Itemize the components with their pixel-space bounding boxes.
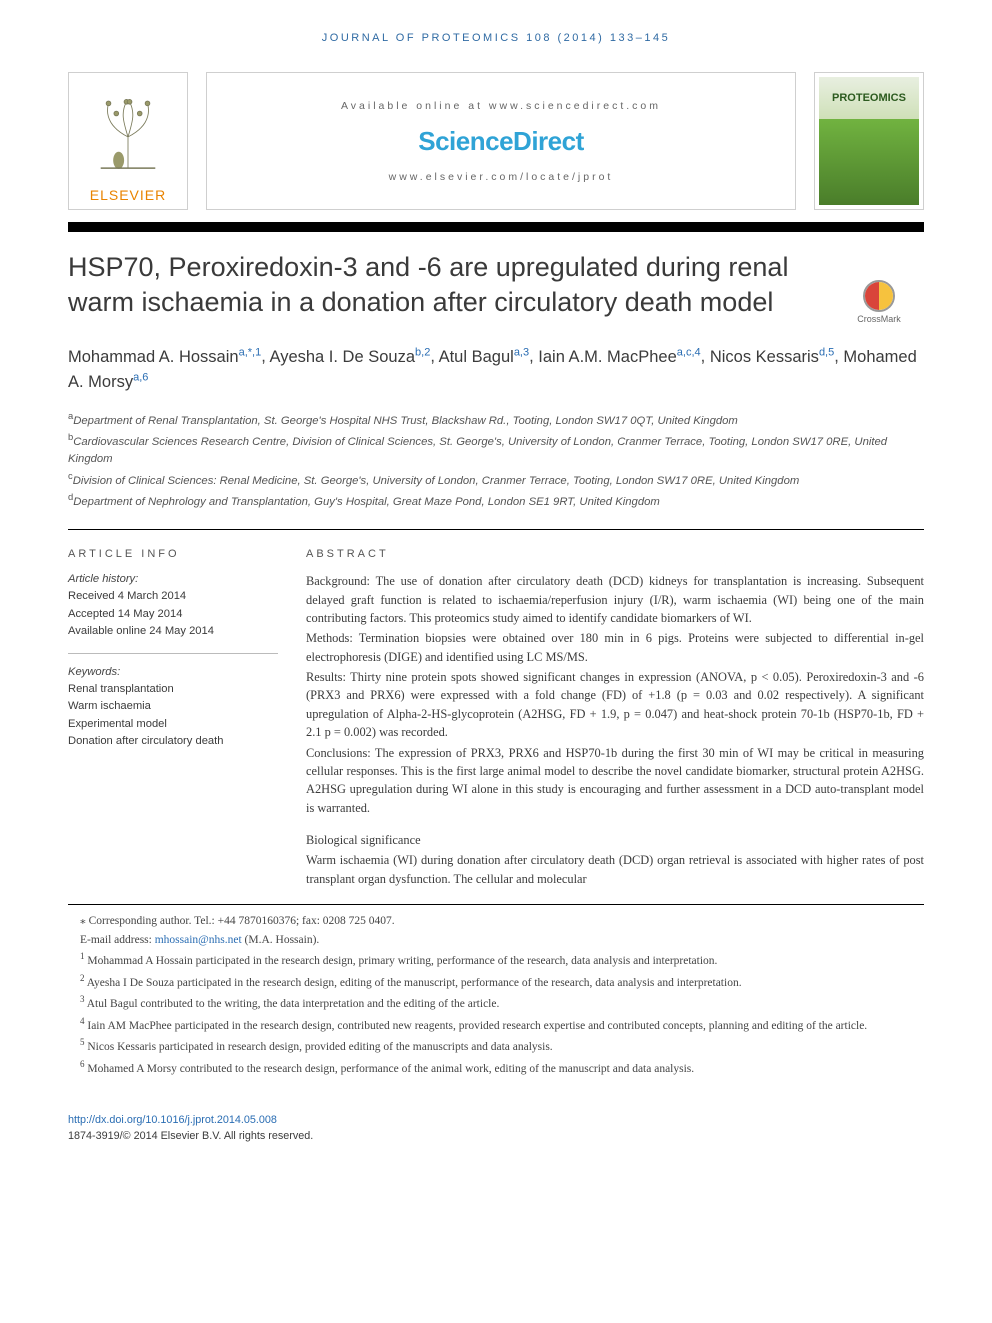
title-rule (68, 222, 924, 232)
author: Nicos Kessarisd,5 (710, 348, 834, 366)
masthead-center: Available online at www.sciencedirect.co… (206, 72, 796, 210)
journal-locate-line[interactable]: www.elsevier.com/locate/jprot (389, 171, 614, 183)
masthead: ELSEVIER Available online at www.science… (68, 72, 924, 210)
biosig-text: Warm ischaemia (WI) during donation afte… (306, 851, 924, 888)
keyword: Renal transplantation (68, 681, 278, 698)
abstract-heading: ABSTRACT (306, 546, 924, 562)
email-label: E-mail address: (80, 934, 152, 946)
history-line: Available online 24 May 2014 (68, 623, 278, 640)
author: Ayesha I. De Souzab,2 (269, 348, 430, 366)
corresponding-author-line: ⁎ Corresponding author. Tel.: +44 787016… (68, 913, 924, 930)
biosig-label: Biological significance (306, 831, 924, 849)
footnote-rule (68, 904, 924, 905)
keywords-label: Keywords: (68, 664, 278, 681)
history-line: Received 4 March 2014 (68, 588, 278, 605)
article-title: HSP70, Peroxiredoxin-3 and -6 are upregu… (68, 250, 818, 319)
copyright-line: 1874-3919/© 2014 Elsevier B.V. All right… (68, 1130, 313, 1142)
sciencedirect-logo[interactable]: ScienceDirect (418, 126, 583, 157)
affiliations: aDepartment of Renal Transplantation, St… (68, 409, 924, 512)
journal-cover-title: PROTEOMICS (819, 77, 919, 119)
info-abstract-row: ARTICLE INFO Article history: Received 4… (68, 529, 924, 890)
elsevier-logo-box: ELSEVIER (68, 72, 188, 210)
footnote: 4 Iain AM MacPhee participated in the re… (68, 1015, 924, 1035)
abstract-paragraph: Methods: Termination biopsies were obtai… (306, 629, 924, 666)
history-label: Article history: (68, 571, 278, 588)
crossmark-badge[interactable]: CrossMark (834, 280, 924, 324)
abstract-paragraph: Results: Thirty nine protein spots showe… (306, 668, 924, 741)
footnote: 2 Ayesha I De Souza participated in the … (68, 972, 924, 992)
keyword: Warm ischaemia (68, 698, 278, 715)
author: Iain A.M. MacPheea,c,4 (538, 348, 700, 366)
abstract-paragraph: Conclusions: The expression of PRX3, PRX… (306, 744, 924, 817)
article-info-heading: ARTICLE INFO (68, 546, 278, 563)
affiliation: dDepartment of Nephrology and Transplant… (68, 490, 924, 511)
affiliation: bCardiovascular Sciences Research Centre… (68, 430, 924, 469)
crossmark-icon (863, 280, 895, 312)
email-link[interactable]: mhossain@nhs.net (155, 934, 242, 946)
keywords-block: Keywords: Renal transplantationWarm isch… (68, 664, 278, 751)
footnotes: ⁎ Corresponding author. Tel.: +44 787016… (68, 913, 924, 1077)
elsevier-tree-icon (71, 79, 185, 187)
journal-cover-image (819, 119, 919, 205)
keyword: Experimental model (68, 716, 278, 733)
available-online-line: Available online at www.sciencedirect.co… (341, 100, 661, 112)
history-block: Article history: Received 4 March 2014Ac… (68, 571, 278, 653)
email-line: E-mail address: mhossain@nhs.net (M.A. H… (68, 932, 924, 949)
author: Mohammad A. Hossaina,*,1 (68, 348, 261, 366)
history-line: Accepted 14 May 2014 (68, 606, 278, 623)
footnote: 6 Mohamed A Morsy contributed to the res… (68, 1058, 924, 1078)
affiliation: cDivision of Clinical Sciences: Renal Me… (68, 469, 924, 490)
title-row: HSP70, Peroxiredoxin-3 and -6 are upregu… (68, 250, 924, 324)
affiliation: aDepartment of Renal Transplantation, St… (68, 409, 924, 430)
email-paren: (M.A. Hossain). (245, 934, 320, 946)
author: Atul Bagula,3 (439, 348, 530, 366)
article-info-col: ARTICLE INFO Article history: Received 4… (68, 546, 278, 890)
authors-line: Mohammad A. Hossaina,*,1, Ayesha I. De S… (68, 344, 924, 395)
doi-link[interactable]: http://dx.doi.org/10.1016/j.jprot.2014.0… (68, 1114, 277, 1126)
footnote: 1 Mohammad A Hossain participated in the… (68, 950, 924, 970)
crossmark-label: CrossMark (857, 314, 901, 324)
journal-cover-box: PROTEOMICS (814, 72, 924, 210)
abstract-paragraph: Background: The use of donation after ci… (306, 572, 924, 627)
doi-block: http://dx.doi.org/10.1016/j.jprot.2014.0… (68, 1113, 924, 1144)
running-header: JOURNAL OF PROTEOMICS 108 (2014) 133–145 (68, 32, 924, 44)
elsevier-label: ELSEVIER (90, 187, 166, 203)
keyword: Donation after circulatory death (68, 733, 278, 750)
footnote: 3 Atul Bagul contributed to the writing,… (68, 993, 924, 1013)
footnote: 5 Nicos Kessaris participated in researc… (68, 1036, 924, 1056)
abstract-col: ABSTRACT Background: The use of donation… (306, 546, 924, 890)
